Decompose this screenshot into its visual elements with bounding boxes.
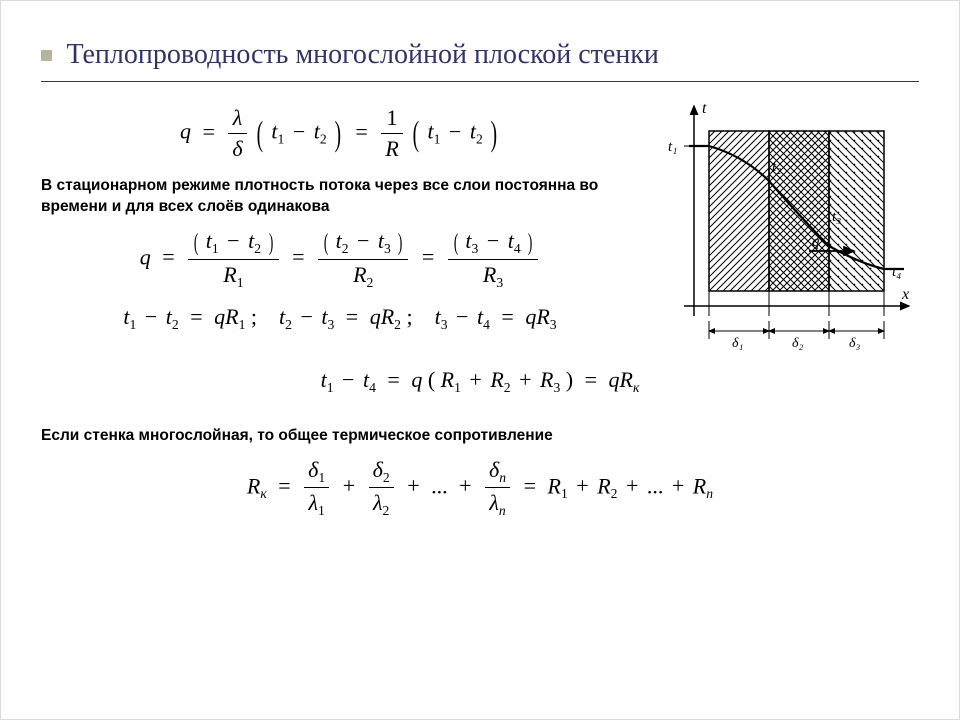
note-1: В стационарном режиме плотность потока ч… [41, 176, 639, 218]
slide: Теплопроводность многослойной плоской ст… [0, 0, 960, 720]
content: q = λ δ ( t1 − t2 ) = 1 R ( [41, 101, 919, 679]
d1-label: δ₁ [732, 336, 743, 351]
top-row: q = λ δ ( t1 − t2 ) = 1 R ( [41, 101, 919, 361]
eq-4: t1 − t4 = q ( R1 + R2 + R3 ) = qRк [41, 367, 919, 396]
d3-label: δ₃ [849, 336, 861, 351]
eq-3: t1 − t2 = qR1 ; t2 − t3 = qR2 ; t3 − [41, 304, 639, 333]
diagram: t x q [654, 101, 919, 356]
bullet-icon [41, 50, 52, 61]
axis-t-label: t [702, 101, 707, 117]
diagram-wrap: t x q [654, 101, 919, 361]
title-rule [41, 81, 919, 82]
eq-2: q = ( t1 − t2 ) R1 = [41, 228, 639, 291]
d2-label: δ₂ [792, 336, 804, 351]
left-column: q = λ δ ( t1 − t2 ) = 1 R ( [41, 101, 639, 347]
t3-label: t₃ [832, 209, 841, 225]
t4-label: t₄ [892, 264, 901, 280]
page-title: Теплопроводность многослойной плоской ст… [66, 39, 658, 70]
note-2: Если стенка многослойная, то общее терми… [41, 426, 919, 447]
q-label: q [812, 234, 820, 250]
t1-label: t₁ [668, 139, 677, 155]
axis-x-label: x [901, 286, 909, 303]
title-block: Теплопроводность многослойной плоской ст… [41, 39, 919, 82]
eq-1: q = λ δ ( t1 − t2 ) = 1 R ( [41, 105, 639, 162]
eq-5: Rк = δ1 λ1 + δ2 λ2 + ... + δn λn = R1 + … [41, 457, 919, 520]
t2-label: t₂ [772, 159, 781, 175]
